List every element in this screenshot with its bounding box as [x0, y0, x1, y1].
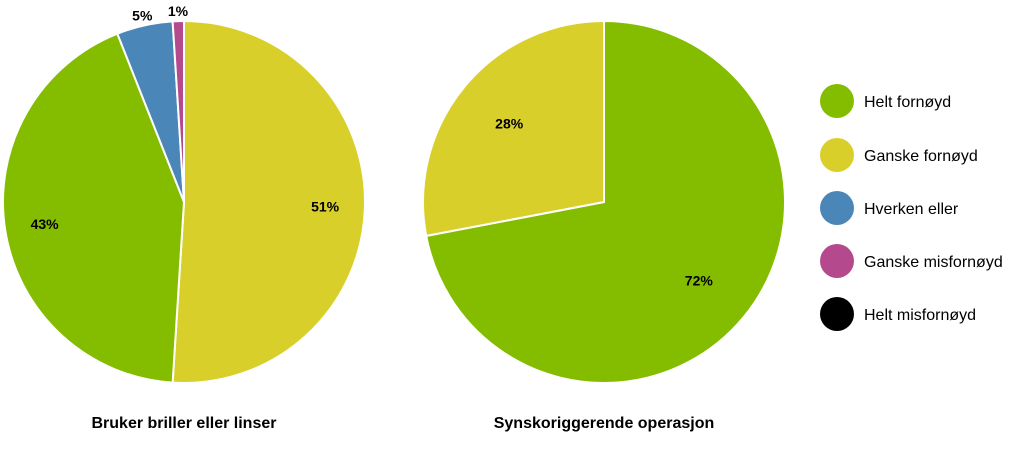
pie-slice [422, 19, 605, 238]
legend-item: Helt misfornøyd [820, 297, 976, 331]
chart-title-operasjon: Synskoriggerende operasjon [494, 415, 715, 432]
legend-swatch [820, 191, 854, 225]
pie-chart-operasjon: 72% 28% [422, 19, 786, 384]
pie-slice [2, 32, 186, 384]
legend-item: Ganske misfornøyd [820, 244, 1003, 278]
pie-slice [171, 19, 185, 203]
data-label: 1% [168, 3, 189, 19]
data-label: 43% [31, 216, 60, 232]
data-label: 28% [495, 116, 524, 132]
legend: Helt fornøyd Ganske fornøyd Hverken elle… [820, 84, 1003, 331]
legend-label: Ganske fornøyd [864, 148, 978, 165]
pie-slice [425, 19, 786, 384]
chart-title-briller: Bruker briller eller linser [92, 415, 277, 432]
legend-label: Helt fornøyd [864, 94, 951, 111]
data-label: 72% [685, 273, 714, 289]
legend-swatch [820, 84, 854, 118]
legend-item: Hverken eller [820, 191, 959, 225]
data-label: 5% [132, 8, 153, 24]
legend-label: Helt misfornøyd [864, 307, 976, 324]
pie-slice [171, 19, 366, 384]
legend-swatch [820, 244, 854, 278]
legend-item: Ganske fornøyd [820, 138, 978, 172]
legend-swatch [820, 138, 854, 172]
pie-chart-briller: 51% 43% 5% 1% [2, 3, 366, 384]
legend-swatch [820, 297, 854, 331]
legend-label: Ganske misfornøyd [864, 254, 1003, 271]
legend-label: Hverken eller [864, 201, 959, 218]
legend-item: Helt fornøyd [820, 84, 951, 118]
data-label: 51% [311, 198, 340, 214]
